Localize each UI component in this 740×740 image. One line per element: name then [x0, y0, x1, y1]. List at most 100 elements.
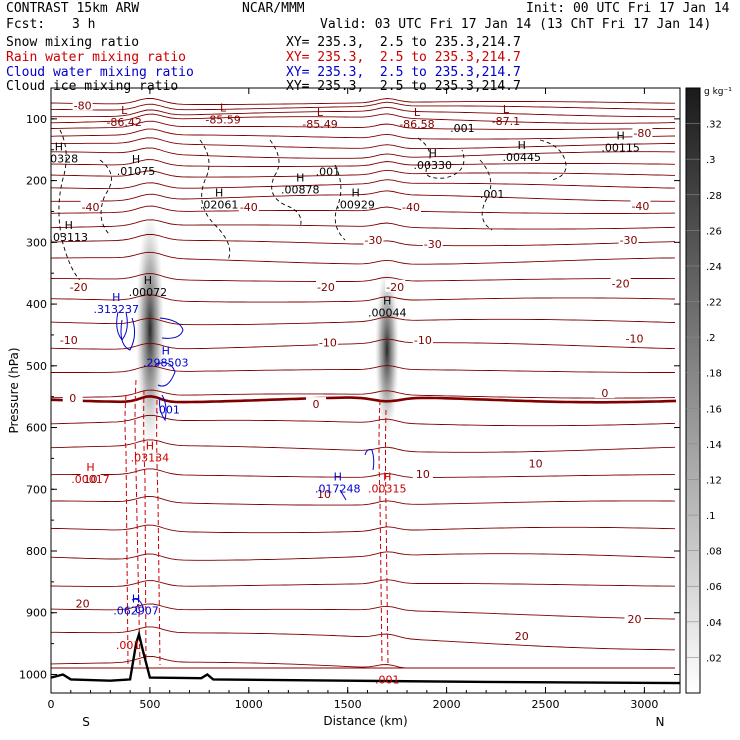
y-axis-label: Pressure (hPa): [7, 347, 21, 433]
extremum-marker: H: [334, 470, 342, 483]
isotherm-line: [51, 234, 676, 247]
isotherm-label-bg: [624, 331, 645, 344]
isotherm-label-bg: [412, 332, 433, 345]
cloud-ice-contour: [539, 139, 567, 181]
colorbar-tick-label: .12: [706, 475, 722, 486]
contour-value-label: .001: [480, 188, 505, 201]
extremum-marker: L: [220, 102, 227, 115]
field-snow-name: Snow mixing ratio: [6, 35, 140, 50]
isotherm-line: [51, 365, 675, 373]
colorbar-tick-label: .3: [706, 155, 716, 166]
y-tick-label: 300: [26, 236, 47, 249]
isotherm-label-bg: [363, 232, 384, 245]
south-label: S: [82, 715, 90, 729]
cloud-water-contour: [131, 598, 145, 611]
isotherm-label: -20: [317, 281, 335, 294]
rain-water-contour: [378, 399, 383, 666]
extremum-marker: H: [215, 186, 223, 199]
colorbar-tick-label: .18: [706, 369, 722, 380]
isotherm-label-bg: [632, 126, 653, 139]
colorbar-tick-label: .26: [706, 226, 722, 237]
field-rain-name: Rain water mixing ratio: [6, 50, 187, 65]
extremum-value: .01075: [117, 165, 156, 178]
isotherm-line: [51, 273, 675, 282]
extremum-marker: L: [414, 106, 421, 119]
isotherm-label-bg: [412, 466, 433, 479]
isotherm-line: [51, 626, 675, 651]
extremum-value: -85.49: [302, 118, 337, 131]
isotherm-label: 10: [529, 457, 543, 470]
extremum-marker: H: [86, 461, 94, 474]
isotherm-label-bg: [610, 276, 631, 289]
isotherm-label: -40: [402, 201, 420, 214]
colorbar-tick-label: .24: [706, 262, 722, 273]
snow-shade-column: [375, 265, 399, 435]
isotherm-line: [51, 97, 675, 105]
isotherm-line: [51, 338, 676, 350]
isotherm-line: [51, 159, 676, 167]
isotherm-line: [51, 495, 676, 506]
isotherm-label: -40: [240, 201, 258, 214]
y-tick-label: 500: [26, 360, 47, 373]
cloud-water-contour: [339, 489, 347, 501]
valid-time: Valid: 03 UTC Fri 17 Jan 14 (13 ChT Fri …: [320, 17, 712, 32]
extremum-value: -87.1: [492, 115, 520, 128]
y-tick-label: 200: [26, 175, 47, 188]
isotherm-label-bg: [62, 390, 83, 403]
isotherm-line: [51, 579, 676, 587]
colorbar-unit: g kg⁻¹: [704, 87, 732, 97]
isotherm-label-bg: [618, 232, 639, 245]
cloud-ice-contour: [199, 139, 231, 261]
extremum-value: .298503: [143, 356, 189, 369]
field-rain-xy: XY= 235.3, 2.5 to 235.3,214.7: [286, 50, 521, 65]
extremum-marker: H: [429, 147, 437, 160]
x-tick-label: 1500: [334, 698, 362, 711]
field-cloudwater-xy: XY= 235.3, 2.5 to 235.3,214.7: [286, 65, 521, 80]
isotherm-line: [51, 603, 676, 620]
field-cloudice-xy: XY= 235.3, 2.5 to 235.3,214.7: [286, 79, 521, 94]
field-cloudice-name: Cloud ice mixing ratio: [6, 79, 179, 94]
x-axis-label: Distance (km): [323, 714, 407, 728]
isotherm-label-bg: [317, 335, 338, 348]
isotherm-line: [51, 414, 676, 427]
extremum-marker: H: [146, 439, 154, 452]
isotherm-label: -80: [74, 99, 92, 112]
colorbar-tick-label: .14: [706, 440, 722, 451]
contour-value-label: .001: [375, 673, 400, 686]
colorbar-tick-label: .04: [706, 618, 722, 629]
colorbar-tick-label: .16: [706, 404, 722, 415]
cloud-ice-contour: [58, 129, 81, 281]
isotherm-label: 20: [76, 597, 90, 610]
isotherm-label-bg: [594, 385, 615, 398]
x-tick-label: 500: [139, 698, 160, 711]
isotherm-label: -40: [82, 201, 100, 214]
isotherm-label-bg: [630, 198, 651, 211]
isotherm-label-bg: [238, 200, 259, 213]
isotherm-line: [51, 147, 676, 159]
isotherm-line: [51, 219, 676, 230]
extremum-value: .017248: [315, 482, 361, 495]
cloud-ice-contour: [417, 137, 465, 179]
colorbar-tick-label: .06: [706, 582, 722, 593]
extremum-value: .00929: [336, 198, 375, 211]
x-tick-label: 3000: [630, 698, 658, 711]
y-tick-label: 900: [26, 607, 47, 620]
isotherm-line: [51, 120, 676, 130]
isotherm-label: -30: [364, 234, 382, 247]
extremum-marker: H: [351, 186, 359, 199]
extremum-marker: H: [65, 219, 73, 232]
isotherm-line: [51, 169, 676, 178]
isotherm-label-bg: [306, 397, 327, 410]
center-name: NCAR/MMM: [242, 1, 305, 16]
isotherm-label: -20: [70, 281, 88, 294]
y-tick-label: 1000: [19, 668, 47, 681]
y-tick-label: 700: [26, 483, 47, 496]
field-cloudwater-name: Cloud water mixing ratio: [6, 65, 194, 80]
isotherm-line: [51, 205, 676, 214]
model-name: CONTRAST 15km ARW: [6, 1, 140, 16]
isotherm-label: 0: [313, 398, 320, 411]
extremum-marker: H: [518, 139, 526, 152]
extremum-value: .02061: [200, 198, 239, 211]
isotherm-label: 10: [317, 488, 331, 501]
fcst-value: 3 h: [72, 17, 96, 32]
